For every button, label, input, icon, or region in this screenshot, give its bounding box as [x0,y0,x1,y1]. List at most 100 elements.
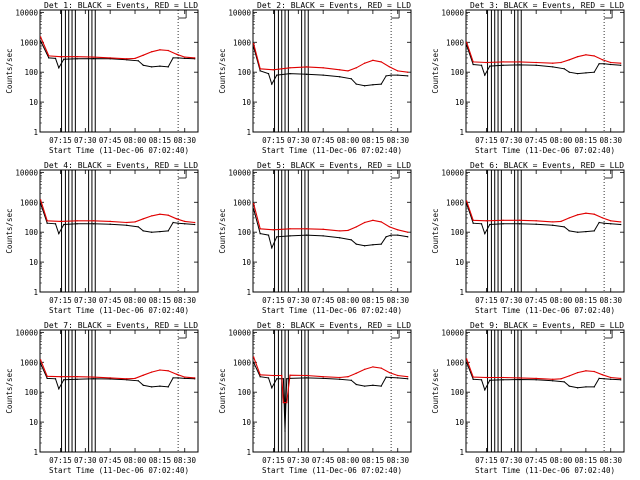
lld-point [347,229,349,231]
x-tick-label: 08:30 [599,456,622,465]
lld-point [577,56,579,58]
events-point [620,64,622,66]
events-point [407,236,409,238]
events-point [489,223,491,226]
lld-point [159,49,161,51]
events-series [253,208,408,250]
lld-series [40,36,195,60]
x-tick-label: 07:15 [262,456,285,465]
lld-point [397,374,399,377]
lld-point [485,220,487,222]
lld-series [466,42,621,64]
events-point [151,386,153,388]
events-point [480,223,483,225]
panel-title: Det 2: BLACK = Events, RED = LLD [257,1,411,10]
events-series [253,362,408,432]
lld-point [560,61,562,64]
x-tick-label: 08:00 [550,136,573,145]
lld-point [306,228,308,230]
events-point [184,377,186,379]
y-tick-label: 10000 [15,328,38,337]
lld-point [167,49,169,52]
events-point [350,379,352,381]
lld-point [620,62,622,64]
y-tick-label: 1 [246,288,251,297]
y-tick-label: 100 [24,388,38,397]
y-tick-label: 10 [455,258,465,267]
lld-point [355,372,357,374]
events-series [40,203,195,235]
events-point [568,230,570,232]
events-point [489,65,491,67]
events-point [480,64,483,66]
events-point [322,377,324,379]
y-tick-label: 10 [242,258,252,267]
lld-point [466,41,468,43]
events-point [339,378,341,380]
events-point [63,223,65,226]
y-tick-label: 1000 [446,38,465,47]
y-axis-label: Counts/sec [5,368,14,413]
events-point [63,379,65,381]
x-tick-label: 08:00 [550,296,573,305]
y-tick-label: 1 [33,288,38,297]
lld-point [485,376,487,379]
lld-point [388,372,391,374]
events-point [390,74,392,76]
lld-point [620,377,622,379]
x-tick-label: 07:45 [99,136,122,145]
lld-point [134,377,136,379]
events-point [610,378,612,380]
events-point [552,380,554,382]
x-tick-label: 07:15 [49,296,72,305]
y-tick-label: 10 [29,258,39,267]
lld-point [552,62,554,64]
lld-series [253,203,408,233]
plot-frame [252,169,412,293]
lld-point [134,57,136,59]
x-tick-label: 08:15 [149,456,172,465]
x-axis-label: Start Time (11-Dec-06 07:02:40) [49,306,189,315]
events-point [372,84,374,86]
y-tick-label: 1000 [446,358,465,367]
x-tick-label: 07:45 [99,456,122,465]
events-point [142,230,144,232]
events-series [40,40,195,69]
lld-point [59,56,61,58]
x-axis-label: Start Time (11-Dec-06 07:02:40) [262,306,402,315]
lld-point [502,376,504,379]
lld-point [253,43,255,45]
events-point [267,234,270,236]
panel-title: Det 7: BLACK = Events, RED = LLD [44,321,198,330]
lld-point [568,59,570,61]
events-point [593,386,595,388]
events-point [142,64,144,66]
plot-frame [39,329,199,453]
events-point [259,376,261,378]
y-tick-label: 100 [450,228,464,237]
lld-point [388,226,391,228]
x-axis-label: Start Time (11-Dec-06 07:02:40) [49,146,189,155]
events-point [126,379,128,381]
lld-point [380,61,382,63]
y-tick-label: 1000 [20,198,39,207]
lld-point [175,373,178,375]
events-point [372,244,374,246]
x-tick-label: 08:00 [124,456,147,465]
lld-point [593,370,595,373]
lld-point [272,374,274,377]
y-tick-label: 10 [242,418,252,427]
lld-point [601,217,604,219]
x-tick-label: 07:15 [475,456,498,465]
lld-point [289,67,291,69]
x-tick-label: 07:15 [475,136,498,145]
events-point [407,378,409,380]
x-tick-label: 07:30 [500,296,523,305]
events-point [390,376,392,379]
lld-point [282,402,284,404]
lld-point [142,374,144,376]
lld-point [601,374,604,376]
lld-point [568,375,570,377]
events-point [339,237,341,239]
